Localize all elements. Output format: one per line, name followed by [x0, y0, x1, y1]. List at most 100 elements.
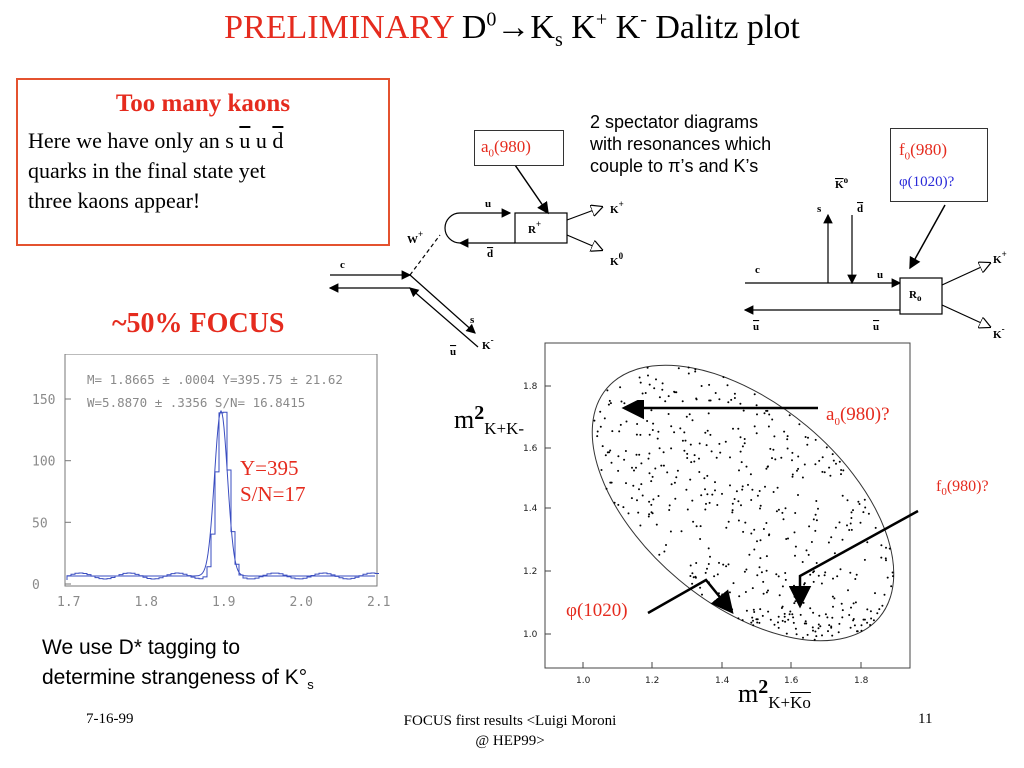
dalitz-event-point — [725, 565, 728, 568]
dalitz-event-point — [648, 500, 651, 503]
quark-c-label: c — [340, 259, 345, 271]
dalitz-event-point — [798, 423, 801, 426]
dalitz-event-point — [821, 470, 824, 473]
dalitz-event-point — [784, 620, 787, 623]
dalitz-event-point — [747, 483, 749, 486]
dalitz-event-point — [687, 366, 690, 369]
dalitz-event-point — [808, 525, 811, 528]
dalitz-event-point — [719, 451, 722, 454]
dalitz-event-point — [646, 420, 649, 422]
dalitz-event-point — [743, 438, 746, 440]
dalitz-event-point — [668, 509, 671, 511]
dalitz-event-point — [727, 563, 730, 566]
dalitz-event-point — [733, 392, 736, 395]
dalitz-event-point — [840, 473, 842, 476]
hist-xtick-label: 1.7 — [57, 595, 80, 610]
dalitz-event-point — [818, 459, 821, 462]
svg-text:K0: K0 — [610, 251, 624, 268]
dalitz-event-point — [786, 435, 789, 438]
dalitz-event-point — [769, 447, 772, 450]
dalitz-event-point — [846, 524, 848, 527]
dalitz-event-point — [743, 442, 746, 445]
fit-result-line1: M= 1.8665 ± .0004 Y=395.75 ± 21.62 — [87, 372, 343, 387]
dalitz-event-point — [881, 604, 884, 607]
dalitz-event-point — [695, 397, 698, 400]
dalitz-event-point — [833, 552, 836, 555]
dalitz-event-point — [644, 392, 647, 394]
dalitz-event-point — [661, 388, 664, 391]
dalitz-event-point — [609, 402, 612, 405]
dalitz-event-point — [848, 614, 851, 616]
dalitz-event-point — [784, 507, 787, 510]
dalitz-event-point — [801, 561, 804, 563]
dalitz-event-point — [689, 564, 692, 567]
dalitz-event-point — [831, 453, 834, 456]
dalitz-event-point — [791, 613, 794, 616]
dalitz-event-point — [753, 548, 756, 551]
dalitz-event-point — [765, 591, 768, 594]
dalitz-event-point — [762, 580, 765, 583]
dalitz-event-point — [707, 412, 710, 415]
dalitz-event-point — [686, 457, 689, 459]
dalitz-event-point — [795, 633, 798, 636]
dalitz-event-point — [655, 523, 658, 526]
dalitz-event-point — [706, 429, 709, 432]
dalitz-event-point — [700, 494, 703, 497]
dalitz-event-point — [786, 438, 789, 441]
dalitz-event-point — [699, 538, 702, 540]
dalitz-event-point — [686, 508, 689, 511]
dalitz-annotation-arrows — [621, 400, 919, 615]
dalitz-event-point — [622, 506, 625, 509]
dalitz-event-point — [738, 595, 741, 598]
dalitz-event-point — [783, 612, 786, 615]
dalitz-event-point — [820, 582, 823, 585]
dalitz-event-point — [665, 544, 667, 546]
dalitz-event-point — [794, 512, 797, 514]
dalitz-event-point — [814, 529, 817, 532]
dalitz-event-point — [849, 522, 852, 525]
dalitz-event-point — [706, 474, 709, 477]
svg-text:d: d — [487, 248, 493, 260]
dalitz-event-point — [755, 432, 758, 435]
yield-text: Y=395 S/N=17 — [240, 456, 306, 506]
dalitz-event-point — [739, 450, 742, 453]
dalitz-event-point — [651, 475, 654, 478]
dalitz-event-point — [823, 574, 826, 577]
dalitz-event-point — [791, 451, 794, 454]
dalitz-event-point — [765, 569, 768, 572]
fit-curve — [67, 409, 375, 577]
dalitz-event-point — [777, 626, 780, 629]
footer-title: FOCUS first results <Luigi Moroni @ HEP9… — [403, 713, 617, 749]
dalitz-event-point — [596, 435, 599, 438]
dalitz-event-point — [683, 431, 686, 434]
dalitz-event-point — [667, 413, 670, 415]
dalitz-event-point — [654, 467, 657, 470]
dalitz-event-point — [709, 433, 712, 436]
svg-text:Ko: Ko — [835, 175, 849, 191]
dalitz-event-point — [809, 573, 812, 576]
dalitz-event-point — [663, 550, 666, 553]
dalitz-event-point — [689, 443, 692, 446]
dalitz-event-point — [633, 469, 635, 472]
dalitz-event-point — [646, 366, 649, 369]
dalitz-event-point — [708, 383, 711, 386]
dalitz-x-label: m2K+Ko — [738, 676, 811, 713]
dalitz-event-point — [852, 602, 855, 605]
a0-980-label-box: a0(980) — [474, 130, 564, 166]
dalitz-event-point — [756, 494, 759, 497]
dalitz-event-point — [817, 627, 820, 630]
dalitz-event-point — [726, 384, 729, 387]
dalitz-event-point — [641, 392, 644, 395]
dalitz-event-point — [815, 519, 818, 522]
dalitz-event-point — [694, 576, 697, 579]
dalitz-event-point — [667, 395, 670, 398]
dalitz-event-point — [771, 418, 774, 421]
dalitz-event-point — [764, 485, 766, 488]
footer-date: 7-16-99 — [86, 711, 134, 727]
dalitz-event-point — [869, 610, 872, 613]
dalitz-event-point — [885, 559, 887, 562]
dalitz-event-point — [748, 553, 751, 556]
dstar-tagging-note: We use D* tagging to determine strangene… — [42, 636, 314, 693]
dalitz-event-point — [866, 621, 869, 624]
dalitz-event-point — [850, 511, 853, 514]
